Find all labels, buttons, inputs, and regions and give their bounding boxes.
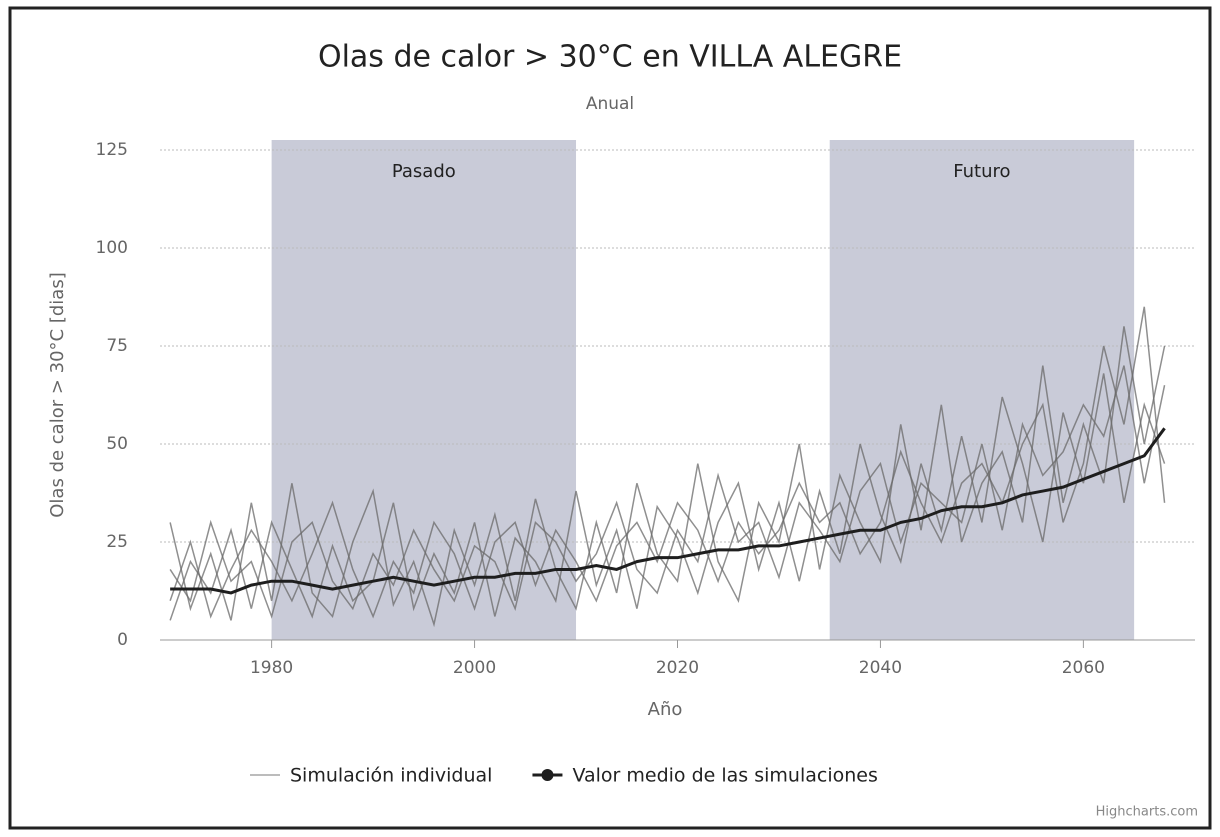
x-tick-label: 2000 xyxy=(453,658,496,678)
simulation-line xyxy=(169,326,1166,628)
x-tick-label: 1980 xyxy=(250,658,293,678)
legend: Simulación individual Valor medio de las … xyxy=(250,765,878,787)
mean-line xyxy=(170,427,1166,595)
y-tick-label: 100 xyxy=(96,238,128,258)
y-tick-label: 75 xyxy=(106,336,128,356)
y-tick-label: 125 xyxy=(96,140,128,160)
x-tick-label: 2020 xyxy=(656,658,699,678)
credits: Highcharts.com xyxy=(1096,805,1198,820)
plot-band xyxy=(829,140,1135,640)
lines xyxy=(169,306,1166,628)
chart-title: Olas de calor > 30°C en VILLA ALEGRE xyxy=(318,40,902,75)
y-tick-label: 25 xyxy=(106,532,128,552)
x-tick-label: 2040 xyxy=(859,658,902,678)
x-tick-label: 2060 xyxy=(1062,658,1105,678)
x-axis-label: Año xyxy=(648,699,683,720)
simulation-line xyxy=(169,306,1166,619)
grid: 0 25 50 75 100 125 1980 2000 2020 2040 2060 xyxy=(96,140,1195,678)
legend-marker xyxy=(541,769,554,781)
plot-band-label: Pasado xyxy=(392,161,456,182)
plot-band-label: Futuro xyxy=(953,161,1010,182)
y-tick-label: 50 xyxy=(106,434,128,454)
simulation-line xyxy=(169,373,1166,621)
y-axis-label: Olas de calor > 30°C [dias] xyxy=(47,272,68,517)
plot-band xyxy=(271,140,577,640)
legend-label: Simulación individual xyxy=(290,765,492,787)
chart-subtitle: Anual xyxy=(586,94,634,114)
legend-label: Valor medio de las simulaciones xyxy=(572,765,877,787)
simulation-line xyxy=(169,365,1166,619)
y-tick-label: 0 xyxy=(117,630,128,650)
